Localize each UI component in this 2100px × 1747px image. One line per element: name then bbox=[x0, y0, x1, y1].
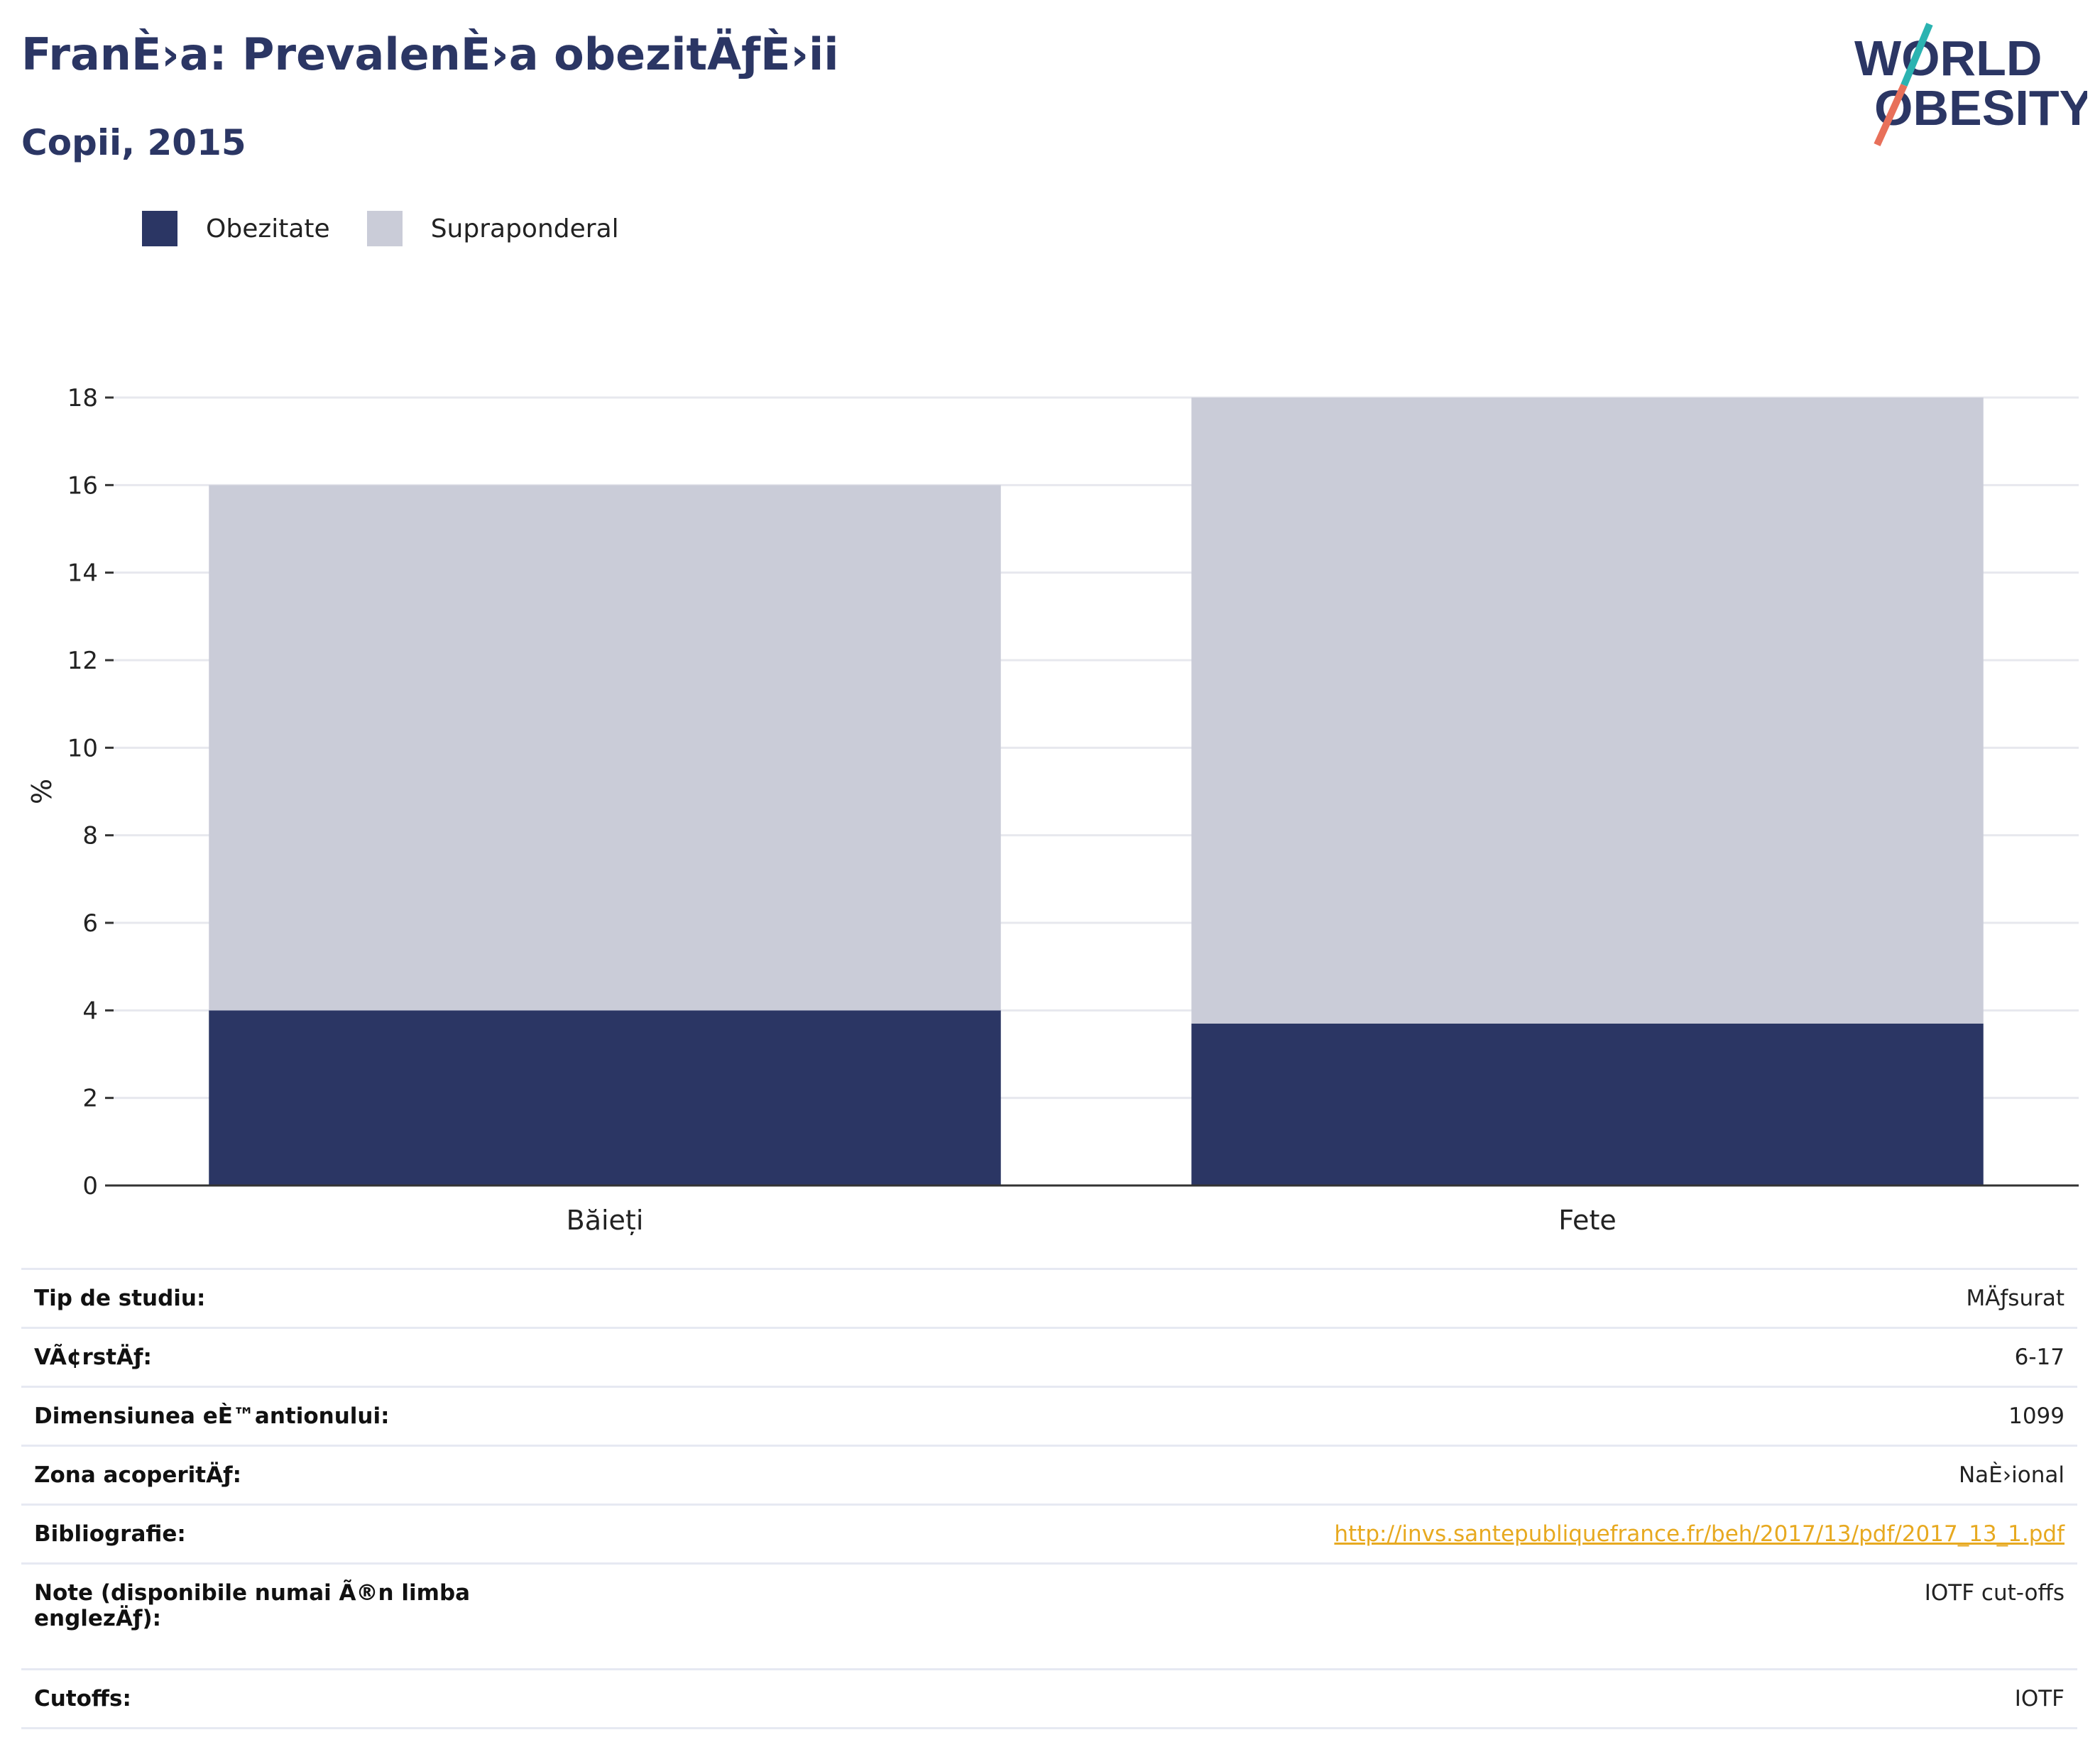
y-tick-label: 12 bbox=[67, 647, 98, 675]
study-info-table: Tip de studiu: MÄƒsurat VÃ¢rstÄƒ: 6-17 Dimen… bbox=[21, 1268, 2077, 1729]
chart-legend: Obezitate Supraponderal bbox=[142, 210, 656, 247]
info-row: Note (disponibile numai Ã®n limba englez… bbox=[21, 1563, 2077, 1670]
bar-obezitate-2 bbox=[1191, 1023, 1984, 1185]
info-row: Tip de studiu: MÄƒsurat bbox=[21, 1269, 2077, 1328]
info-row: Bibliografie: http://invs.santepubliquefr… bbox=[21, 1504, 2077, 1564]
info-row: Cutoffs: IOTF bbox=[21, 1669, 2077, 1729]
bar-obezitate-1 bbox=[209, 1010, 1001, 1185]
y-tick-label: 2 bbox=[82, 1085, 98, 1113]
info-value: IOTF cut-offs bbox=[1924, 1580, 2065, 1606]
y-tick-label: 4 bbox=[82, 997, 98, 1025]
info-row: Zona acoperitÄƒ: NaÈ›ional bbox=[21, 1445, 2077, 1505]
bar-supraponderal-2 bbox=[1191, 398, 1984, 1024]
stacked-bar-chart: 0 2 4 6 8 10 12 14 16 18 Băieți Fete% bbox=[26, 384, 2079, 1235]
info-value: http://invs.santepubliquefrance.fr/beh/2… bbox=[501, 1505, 2077, 1564]
x-tick-label: Băieți bbox=[567, 1205, 644, 1235]
info-label: Bibliografie: bbox=[34, 1521, 186, 1547]
logo-slash-bottom bbox=[1874, 83, 1908, 147]
info-value: NaÈ›ional bbox=[1958, 1462, 2065, 1488]
legend-label-supraponderal: Supraponderal bbox=[430, 214, 619, 243]
logo-text-obesity: OBESITY bbox=[1874, 80, 2087, 136]
world-obesity-logo: WORLD OBESITY bbox=[1854, 23, 2087, 147]
legend-label-obezitate: Obezitate bbox=[206, 214, 330, 243]
y-tick-label: 14 bbox=[67, 559, 98, 588]
info-value: 1099 bbox=[2008, 1403, 2065, 1429]
y-axis-label: % bbox=[26, 779, 58, 804]
info-row: VÃ¢rstÄƒ: 6-17 bbox=[21, 1327, 2077, 1387]
y-tick-label: 8 bbox=[82, 822, 98, 850]
info-label: VÃ¢rstÄƒ: bbox=[34, 1345, 152, 1370]
info-value: MÄƒsurat bbox=[1966, 1286, 2065, 1311]
chart-subtitle: Copii, 2015 bbox=[21, 122, 246, 163]
info-value: 6-17 bbox=[2014, 1345, 2065, 1370]
info-label: Dimensiunea eÈ™antionului: bbox=[34, 1403, 390, 1429]
legend-swatch-supraponderal bbox=[366, 211, 403, 246]
info-label: Zona acoperitÄƒ: bbox=[34, 1462, 241, 1488]
y-tick-label: 6 bbox=[82, 909, 98, 938]
bibliography-link[interactable]: http://invs.santepubliquefrance.fr/beh/2… bbox=[1334, 1521, 2065, 1547]
logo-text-world: WORLD bbox=[1854, 31, 2042, 86]
chart-title: FranÈ›a: PrevalenÈ›a obezitÄƒÈ›ii bbox=[21, 28, 839, 80]
bar-supraponderal-1 bbox=[209, 485, 1001, 1011]
info-label: Note (disponibile numai Ã®n limba englez… bbox=[34, 1580, 471, 1631]
x-tick-label: Fete bbox=[1558, 1205, 1616, 1235]
y-tick-label: 0 bbox=[82, 1172, 98, 1200]
y-tick-label: 18 bbox=[67, 384, 98, 412]
y-tick-label: 10 bbox=[67, 734, 98, 762]
info-row: Dimensiunea eÈ™antionului: 1099 bbox=[21, 1386, 2077, 1446]
info-label: Tip de studiu: bbox=[34, 1286, 206, 1311]
logo-slash-top bbox=[1901, 23, 1933, 87]
y-tick-label: 16 bbox=[67, 471, 98, 500]
legend-swatch-obezitate bbox=[142, 211, 177, 246]
info-label: Cutoffs: bbox=[34, 1686, 131, 1712]
legend-item-supraponderal[interactable]: Supraponderal bbox=[366, 211, 619, 246]
info-value: IOTF bbox=[2014, 1686, 2065, 1712]
legend-item-obezitate[interactable]: Obezitate bbox=[142, 211, 330, 246]
